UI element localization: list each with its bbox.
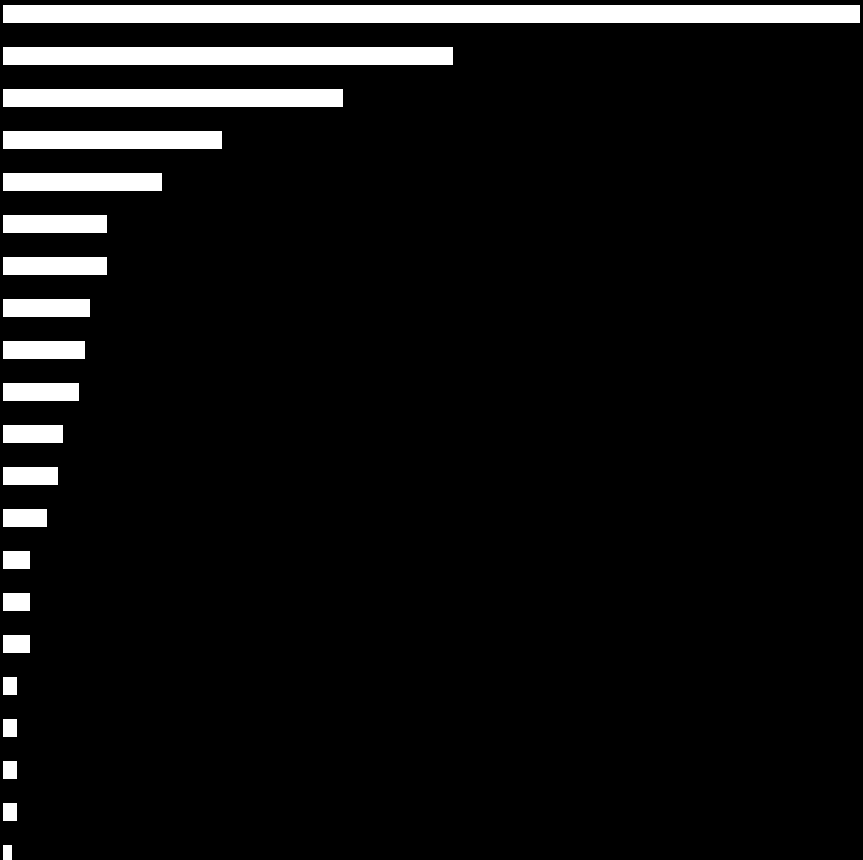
- bar-20: [3, 845, 12, 860]
- bar-10: [3, 425, 63, 443]
- bar-15: [3, 635, 30, 653]
- bar-14: [3, 593, 30, 611]
- bar-9: [3, 383, 79, 401]
- bar-0: [3, 5, 860, 23]
- bar-18: [3, 761, 17, 779]
- bar-12: [3, 509, 47, 527]
- bar-4: [3, 173, 162, 191]
- bar-13: [3, 551, 30, 569]
- bar-6: [3, 257, 107, 275]
- bar-1: [3, 47, 453, 65]
- bar-17: [3, 719, 17, 737]
- bar-16: [3, 677, 17, 695]
- bar-2: [3, 89, 343, 107]
- bar-11: [3, 467, 58, 485]
- bar-3: [3, 131, 222, 149]
- bar-8: [3, 341, 85, 359]
- bar-5: [3, 215, 107, 233]
- bar-19: [3, 803, 17, 821]
- bar-7: [3, 299, 90, 317]
- bar-chart: [0, 0, 863, 860]
